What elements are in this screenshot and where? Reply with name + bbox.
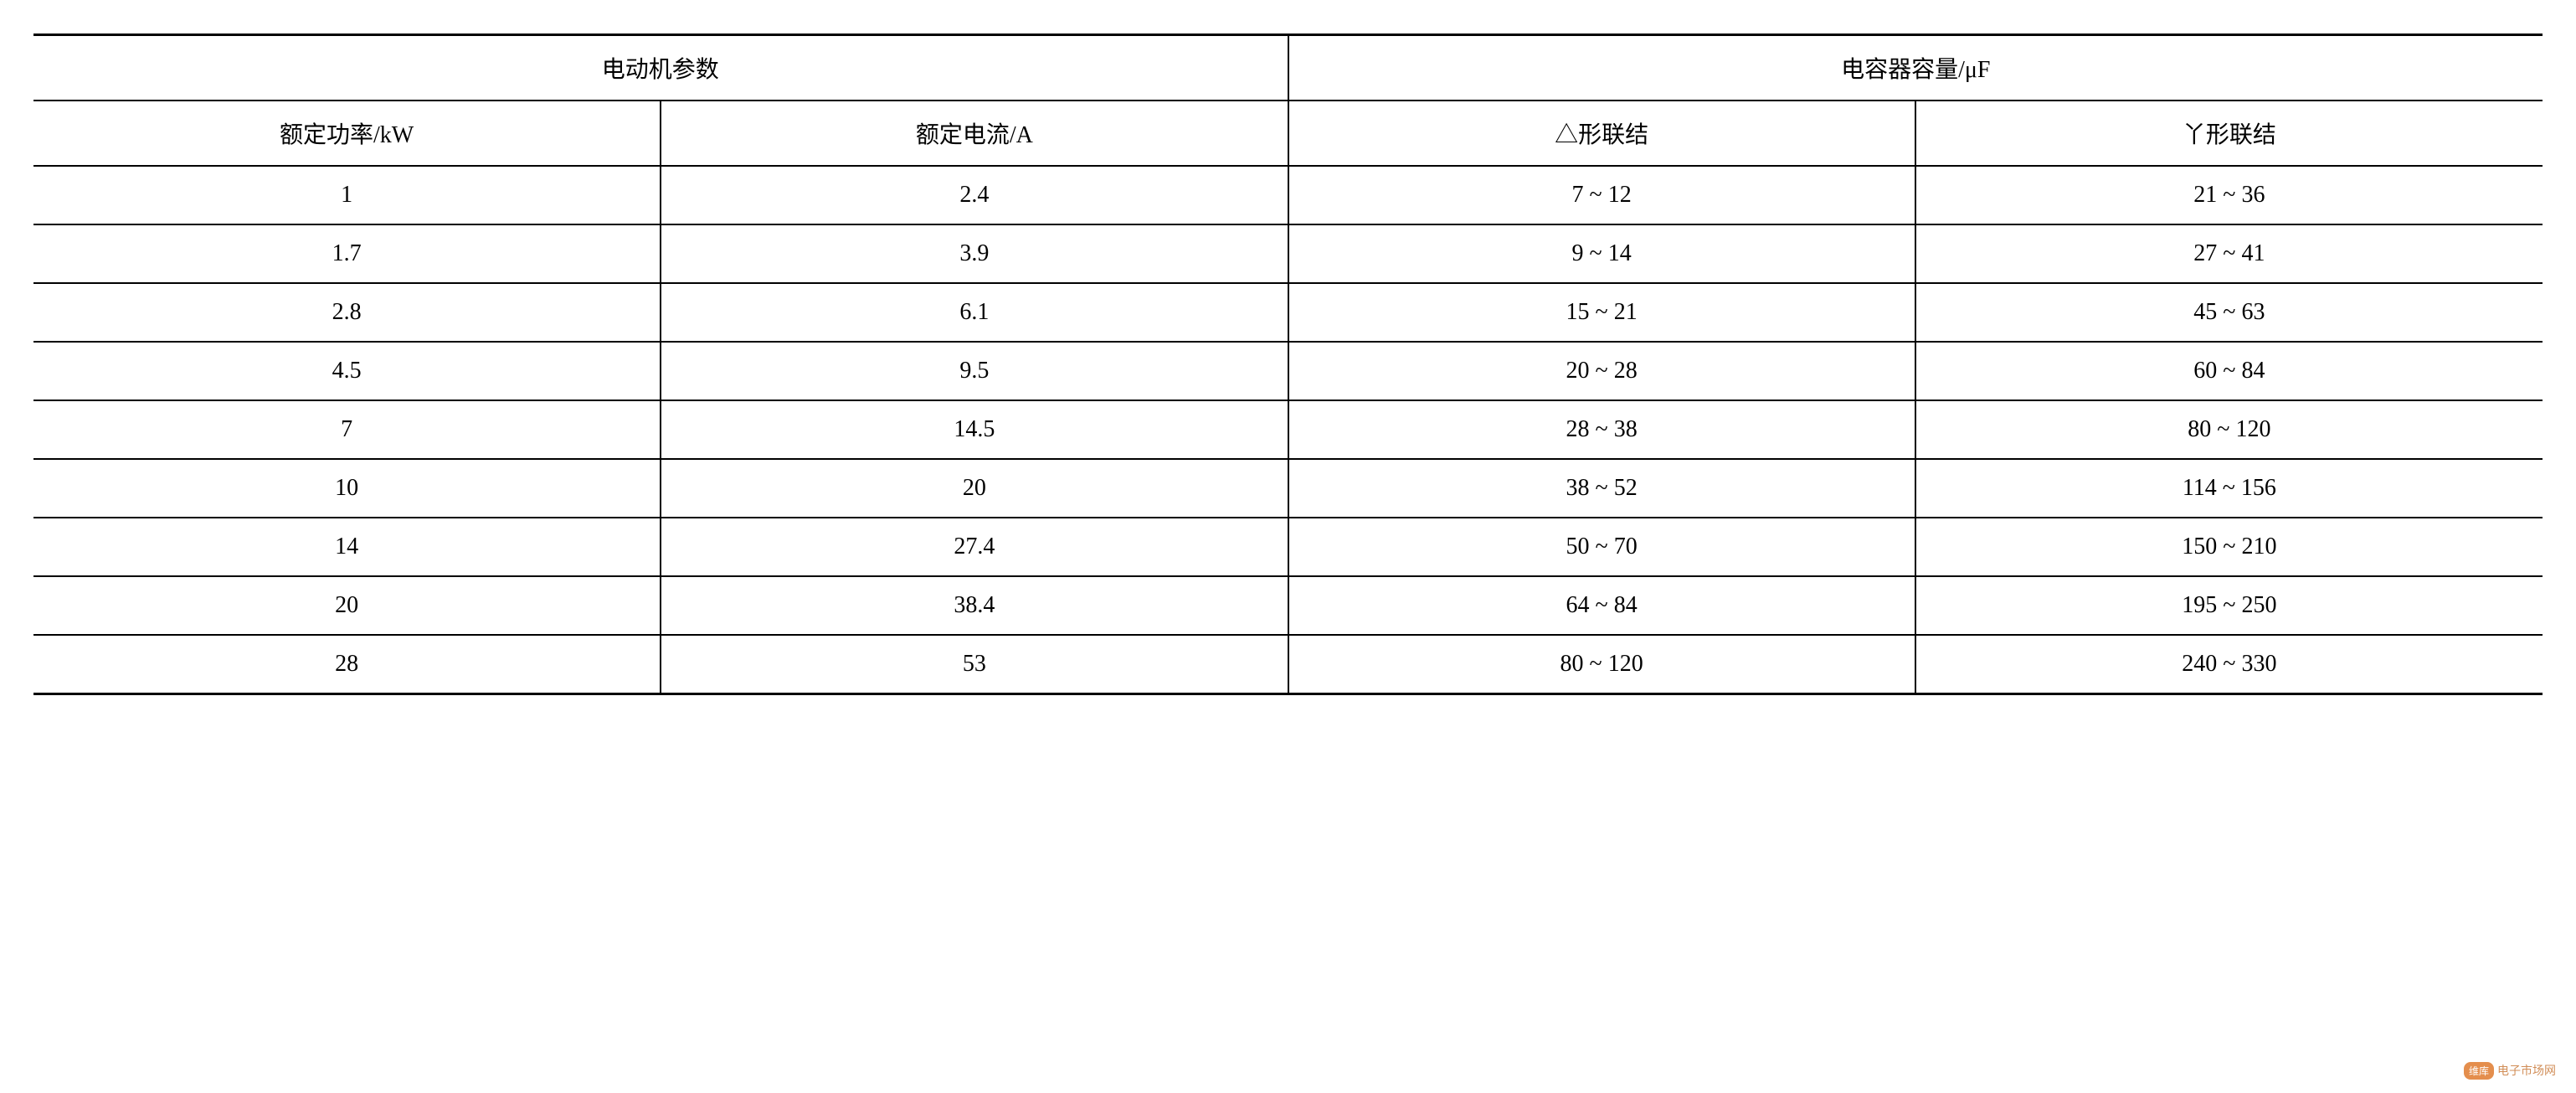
col-group-motor-params: 电动机参数 xyxy=(33,35,1288,101)
table-row: 714.528 ~ 3880 ~ 120 xyxy=(33,400,2543,459)
watermark: 维库电子市场网 xyxy=(2464,1062,2556,1080)
col-rated-power: 额定功率/kW xyxy=(33,101,661,166)
table-cell: 2.4 xyxy=(661,166,1288,224)
table-cell: 53 xyxy=(661,635,1288,694)
table-cell: 38.4 xyxy=(661,576,1288,635)
table-cell: 38 ~ 52 xyxy=(1288,459,1915,518)
col-delta-connection: △形联结 xyxy=(1288,101,1915,166)
table-cell: 9 ~ 14 xyxy=(1288,224,1915,283)
table-cell: 14.5 xyxy=(661,400,1288,459)
table-cell: 15 ~ 21 xyxy=(1288,283,1915,342)
table-cell: 2.8 xyxy=(33,283,661,342)
table-cell: 3.9 xyxy=(661,224,1288,283)
table-row: 1427.450 ~ 70150 ~ 210 xyxy=(33,518,2543,576)
table-cell: 28 ~ 38 xyxy=(1288,400,1915,459)
table-cell: 50 ~ 70 xyxy=(1288,518,1915,576)
table-cell: 60 ~ 84 xyxy=(1915,342,2543,400)
table-cell: 7 xyxy=(33,400,661,459)
col-rated-current: 额定电流/A xyxy=(661,101,1288,166)
col-group-capacitor: 电容器容量/μF xyxy=(1288,35,2543,101)
table-cell: 195 ~ 250 xyxy=(1915,576,2543,635)
table-cell: 27 ~ 41 xyxy=(1915,224,2543,283)
table-cell: 1.7 xyxy=(33,224,661,283)
table-cell: 4.5 xyxy=(33,342,661,400)
table-cell: 14 xyxy=(33,518,661,576)
table-cell: 45 ~ 63 xyxy=(1915,283,2543,342)
table-row: 4.59.520 ~ 2860 ~ 84 xyxy=(33,342,2543,400)
table-row: 102038 ~ 52114 ~ 156 xyxy=(33,459,2543,518)
table-header: 电动机参数 电容器容量/μF 额定功率/kW 额定电流/A △形联结 丫形联结 xyxy=(33,35,2543,167)
table-cell: 9.5 xyxy=(661,342,1288,400)
table-row: 285380 ~ 120240 ~ 330 xyxy=(33,635,2543,694)
table-cell: 20 xyxy=(33,576,661,635)
table-cell: 150 ~ 210 xyxy=(1915,518,2543,576)
watermark-text: 电子市场网 xyxy=(2497,1064,2556,1077)
table-cell: 80 ~ 120 xyxy=(1915,400,2543,459)
table-row: 12.47 ~ 1221 ~ 36 xyxy=(33,166,2543,224)
motor-capacitor-table: 电动机参数 电容器容量/μF 额定功率/kW 额定电流/A △形联结 丫形联结 … xyxy=(33,34,2543,695)
table-cell: 27.4 xyxy=(661,518,1288,576)
watermark-badge: 维库 xyxy=(2464,1062,2494,1080)
table-row: 1.73.99 ~ 1427 ~ 41 xyxy=(33,224,2543,283)
table-cell: 1 xyxy=(33,166,661,224)
table-cell: 80 ~ 120 xyxy=(1288,635,1915,694)
table-cell: 240 ~ 330 xyxy=(1915,635,2543,694)
table-cell: 7 ~ 12 xyxy=(1288,166,1915,224)
table-row: 2038.464 ~ 84195 ~ 250 xyxy=(33,576,2543,635)
table-cell: 10 xyxy=(33,459,661,518)
table-cell: 6.1 xyxy=(661,283,1288,342)
table-cell: 20 ~ 28 xyxy=(1288,342,1915,400)
table-cell: 114 ~ 156 xyxy=(1915,459,2543,518)
table-row: 2.86.115 ~ 2145 ~ 63 xyxy=(33,283,2543,342)
table-cell: 64 ~ 84 xyxy=(1288,576,1915,635)
table-body: 12.47 ~ 1221 ~ 361.73.99 ~ 1427 ~ 412.86… xyxy=(33,166,2543,694)
table-cell: 20 xyxy=(661,459,1288,518)
col-wye-connection: 丫形联结 xyxy=(1915,101,2543,166)
table-cell: 21 ~ 36 xyxy=(1915,166,2543,224)
table-cell: 28 xyxy=(33,635,661,694)
